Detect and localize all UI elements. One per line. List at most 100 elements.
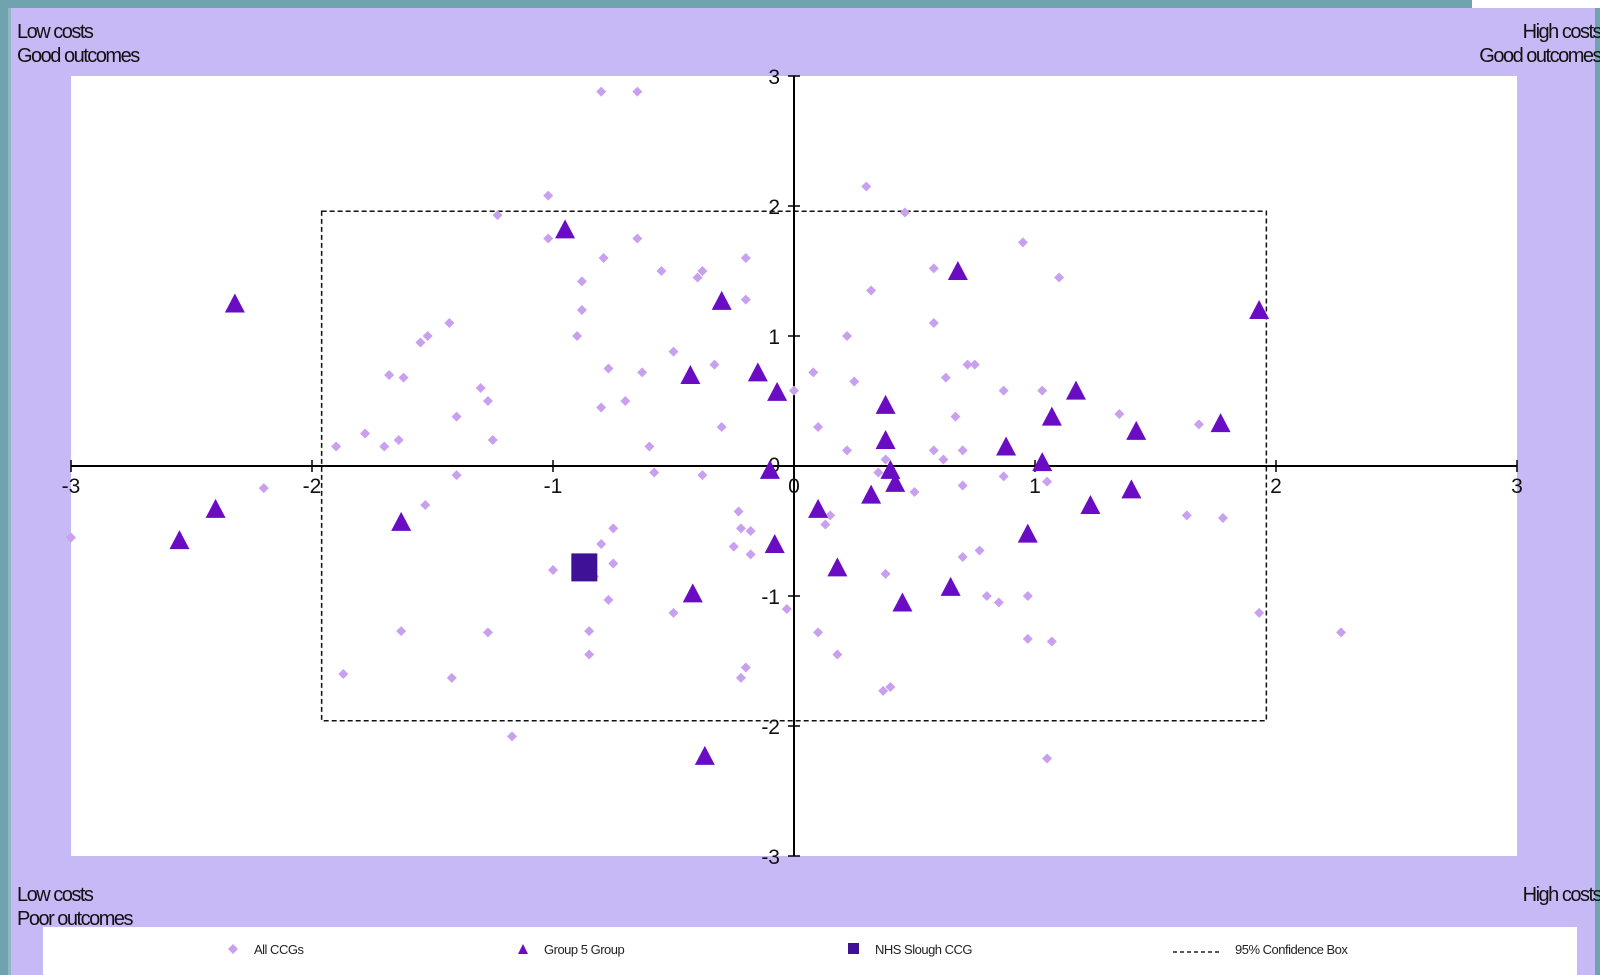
- group-point: [1032, 452, 1053, 472]
- all-ccgs-point: [598, 253, 609, 263]
- all-ccgs-point: [596, 402, 607, 413]
- all-ccgs-point: [576, 276, 587, 287]
- group-point: [764, 534, 785, 553]
- all-ccgs-point: [842, 331, 853, 341]
- legend: All CCGs Group 5 Group NHS Slough CCG 95…: [43, 927, 1577, 975]
- all-ccgs-point: [603, 594, 614, 605]
- all-ccgs-point: [644, 441, 655, 452]
- all-ccgs-point: [873, 467, 884, 478]
- group-point: [1041, 406, 1062, 426]
- all-ccgs-point: [957, 552, 968, 562]
- all-ccgs-point: [993, 597, 1004, 608]
- all-ccgs-point: [415, 337, 426, 348]
- all-ccgs-point: [1217, 513, 1228, 523]
- group-point: [1210, 413, 1231, 433]
- legend-item-group: Group 5 Group: [518, 942, 625, 957]
- all-ccgs-point: [338, 669, 349, 679]
- all-ccgs-point: [258, 483, 269, 494]
- all-ccgs-point: [1042, 753, 1053, 764]
- all-ccgs-point: [842, 445, 853, 456]
- group-point: [1126, 420, 1147, 440]
- all-ccgs-point: [878, 685, 889, 696]
- group-point: [224, 293, 245, 313]
- legend-item-all: All CCGs: [228, 942, 304, 957]
- all-ccgs-point: [608, 523, 619, 534]
- corner-line: High costs: [1522, 21, 1600, 43]
- all-ccgs-point: [885, 682, 896, 692]
- y-tick-label: -2: [761, 716, 780, 739]
- all-ccgs-point: [928, 318, 939, 328]
- all-ccgs-point: [482, 627, 493, 638]
- all-ccgs-point: [603, 363, 614, 374]
- corner-line: Good outcomes: [1479, 45, 1600, 67]
- all-ccgs-point: [716, 422, 727, 432]
- all-ccgs-point: [596, 86, 607, 97]
- all-ccgs-point: [740, 253, 751, 263]
- all-ccgs-point: [398, 372, 409, 383]
- group-point: [694, 745, 715, 765]
- all-ccgs-point: [1254, 607, 1265, 618]
- all-ccgs-point: [1022, 591, 1033, 601]
- all-ccgs-point: [969, 359, 980, 370]
- triangle-icon: [518, 942, 528, 957]
- all-ccgs-point: [957, 480, 968, 491]
- group-point: [1080, 495, 1101, 514]
- group-point: [1065, 380, 1086, 400]
- all-ccgs-point: [825, 510, 836, 521]
- all-ccgs-point: [475, 383, 486, 393]
- group-point: [682, 583, 703, 603]
- all-ccgs-point: [632, 86, 643, 97]
- y-tick-label: 3: [768, 66, 780, 89]
- group-point: [767, 381, 788, 401]
- all-ccgs-point: [789, 385, 799, 396]
- all-ccgs-point: [709, 359, 720, 370]
- all-ccgs-point: [1054, 272, 1065, 283]
- x-tick-label: 3: [1511, 475, 1523, 498]
- all-ccgs-point: [379, 441, 390, 452]
- all-ccgs-point: [849, 376, 860, 387]
- all-ccgs-point: [656, 266, 667, 276]
- group-point: [940, 576, 961, 596]
- legend-label: NHS Slough CCG: [875, 942, 973, 957]
- all-ccgs-point: [962, 359, 973, 370]
- all-ccgs-point: [808, 367, 819, 378]
- corner-line: Poor outcomes: [17, 908, 134, 930]
- all-ccgs-point: [584, 626, 595, 637]
- all-ccgs-point: [735, 672, 746, 683]
- all-ccgs-point: [880, 568, 891, 579]
- all-ccgs-point: [745, 549, 756, 560]
- all-ccgs-point: [507, 731, 518, 742]
- corner-label-bottom-left: Low costs Poor outcomes: [17, 883, 134, 931]
- dashed-line-icon: [1173, 942, 1219, 957]
- all-ccgs-point: [950, 411, 961, 422]
- y-tick-label: -3: [761, 846, 780, 869]
- chart-frame: Low costs Good outcomes High costs Good …: [8, 8, 1600, 975]
- group-point: [759, 459, 780, 479]
- all-ccgs-point: [909, 487, 920, 497]
- all-ccgs-point: [820, 519, 831, 530]
- all-ccgs-point: [548, 565, 558, 575]
- all-ccgs-point: [1037, 385, 1048, 396]
- all-ccgs-point: [608, 558, 619, 569]
- all-ccgs-point: [649, 467, 660, 478]
- all-ccgs-point: [899, 207, 910, 218]
- all-ccgs-point: [1114, 409, 1125, 419]
- all-ccgs-point: [1017, 237, 1028, 248]
- group-point: [892, 592, 913, 612]
- all-ccgs-point: [632, 233, 643, 244]
- all-ccgs-point: [740, 294, 751, 305]
- all-ccgs-point: [1181, 510, 1192, 521]
- all-ccgs-point: [576, 305, 587, 315]
- all-ccgs-point: [444, 318, 455, 328]
- group-point: [555, 219, 576, 239]
- corner-label-top-right: High costs Good outcomes: [1479, 20, 1600, 68]
- all-ccgs-point: [813, 627, 824, 638]
- legend-item-box: 95% Confidence Box: [1173, 942, 1348, 957]
- all-ccgs-point: [543, 233, 554, 244]
- group-point: [1017, 523, 1038, 543]
- highlight-point: [571, 553, 598, 582]
- all-ccgs-point: [940, 372, 951, 383]
- all-ccgs-point: [733, 506, 744, 517]
- all-ccgs-point: [360, 428, 371, 439]
- all-ccgs-point: [928, 263, 939, 274]
